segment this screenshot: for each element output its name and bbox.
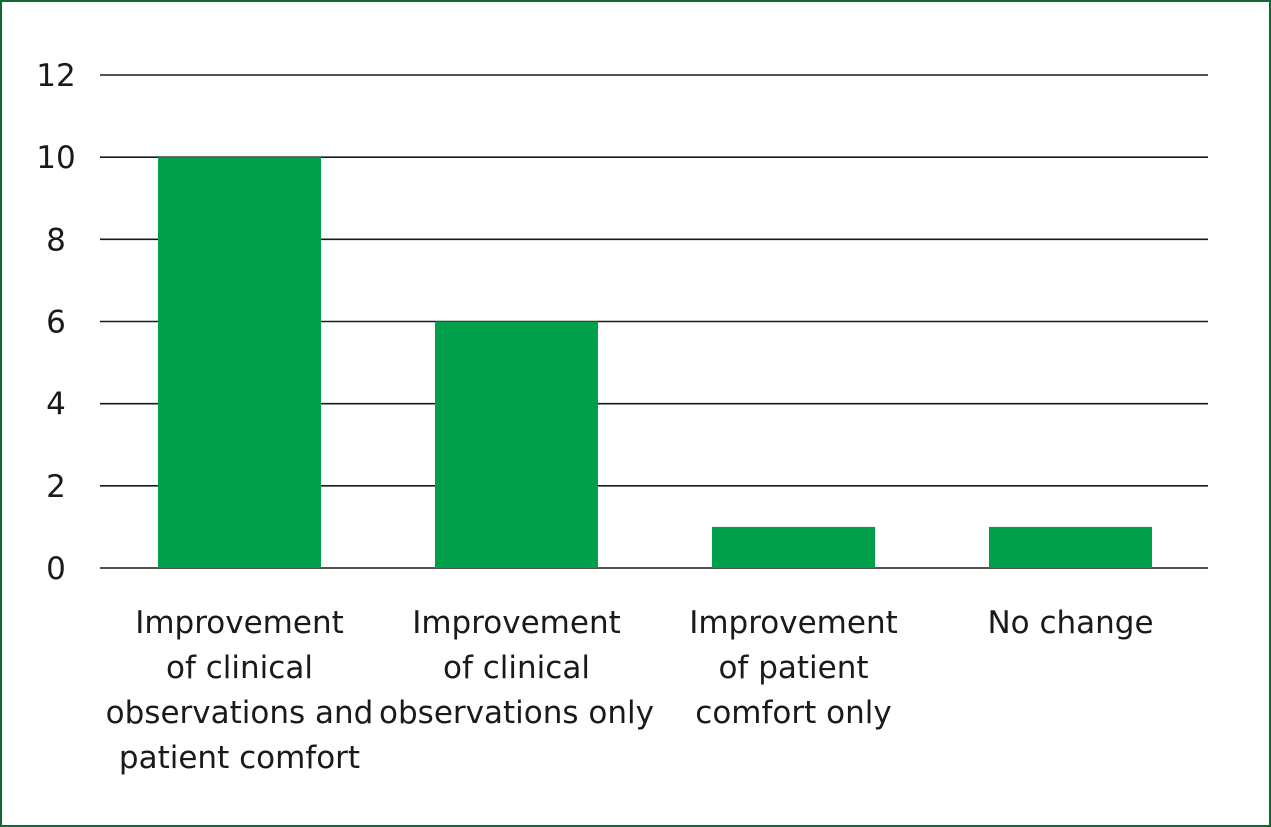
bar-4: [989, 526, 1152, 568]
y-axis-ticks: 0 2 4 6 8 10 12: [36, 58, 75, 587]
x-axis-labels: Improvement of clinical observations and pa…: [106, 605, 1154, 776]
y-tick-label: 0: [46, 551, 66, 587]
y-tick-label: 6: [46, 305, 66, 341]
x-category-label: comfort only: [695, 695, 891, 731]
x-category-label: Improvement: [412, 605, 621, 641]
x-category-label: of clinical: [443, 650, 590, 686]
bar-1: [158, 157, 321, 568]
x-category-label: patient comfort: [119, 740, 360, 776]
x-category-label: observations only: [379, 695, 654, 731]
x-category-label: Improvement: [689, 605, 898, 641]
x-category-label: Improvement: [135, 605, 344, 641]
x-category-label: of patient: [718, 650, 868, 686]
y-tick-label: 12: [36, 58, 75, 94]
x-category-label: observations and: [106, 695, 374, 731]
bars: [158, 157, 1152, 568]
x-category-label: No change: [987, 605, 1153, 641]
y-tick-label: 10: [36, 140, 75, 176]
y-tick-label: 2: [46, 469, 66, 505]
y-tick-label: 4: [46, 387, 66, 423]
bar-2: [435, 321, 598, 568]
bar-3: [712, 526, 875, 568]
y-tick-label: 8: [46, 222, 66, 258]
x-category-label: of clinical: [166, 650, 313, 686]
